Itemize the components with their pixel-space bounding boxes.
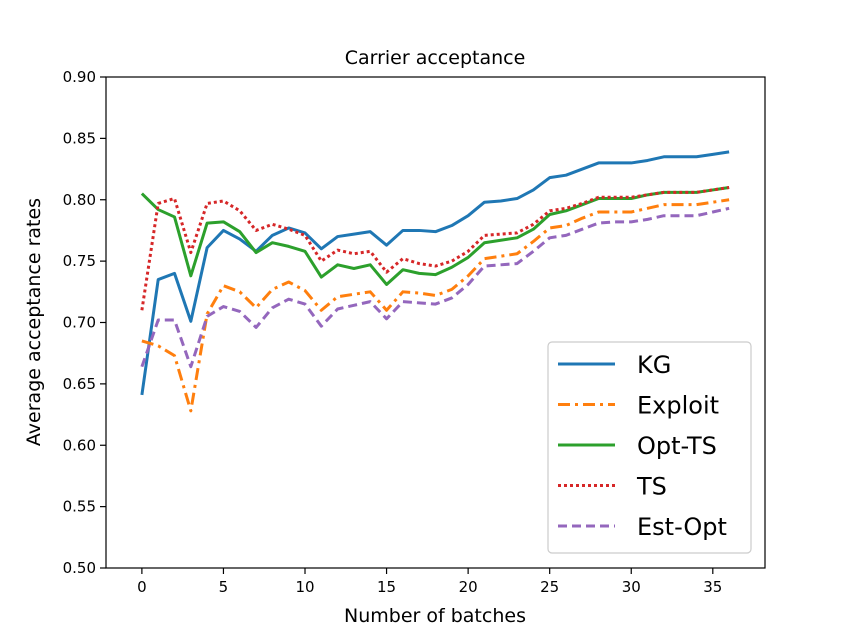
- y-tick-label: 0.85: [63, 129, 96, 147]
- y-axis-title: Average acceptance rates: [23, 198, 45, 446]
- x-tick-label: 15: [377, 578, 396, 596]
- series-layer: [140, 150, 730, 413]
- y-tick-label: 0.80: [63, 191, 96, 209]
- series-line-exploit: [141, 198, 730, 413]
- legend-label: TS: [636, 473, 667, 501]
- legend: KG Exploit Opt-TS TS Est-Opt: [547, 341, 752, 554]
- y-tick-label: 0.60: [63, 436, 96, 454]
- ticks-layer: 0 5 10 15 20 25 30 35 0.50 0.55 0.60 0.65 0.70 0.75 0.…: [63, 68, 723, 596]
- legend-label: Exploit: [637, 392, 719, 420]
- y-tick-label: 0.50: [63, 559, 96, 577]
- series-line-ts: [140, 185, 730, 311]
- x-tick-label: 0: [137, 578, 147, 596]
- series-line-kg: [140, 150, 730, 396]
- legend-label: KG: [637, 351, 671, 379]
- x-tick-label: 20: [459, 578, 478, 596]
- series-line-est-opt: [140, 206, 730, 369]
- y-tick-label: 0.90: [63, 68, 96, 86]
- chart-title: Carrier acceptance: [345, 47, 526, 69]
- x-tick-label: 35: [703, 578, 722, 596]
- x-tick-label: 25: [540, 578, 559, 596]
- series-line-opt-ts: [140, 185, 730, 286]
- x-axis-title: Number of batches: [344, 605, 526, 627]
- y-tick-label: 0.70: [63, 314, 96, 332]
- y-tick-label: 0.65: [63, 375, 96, 393]
- legend-label: Est-Opt: [637, 513, 727, 541]
- y-tick-label: 0.55: [63, 498, 96, 516]
- x-tick-label: 10: [295, 578, 314, 596]
- legend-box: [547, 341, 752, 554]
- y-tick-label: 0.75: [63, 252, 96, 270]
- x-tick-label: 5: [219, 578, 229, 596]
- legend-label: Opt-TS: [637, 432, 717, 460]
- x-tick-label: 30: [622, 578, 641, 596]
